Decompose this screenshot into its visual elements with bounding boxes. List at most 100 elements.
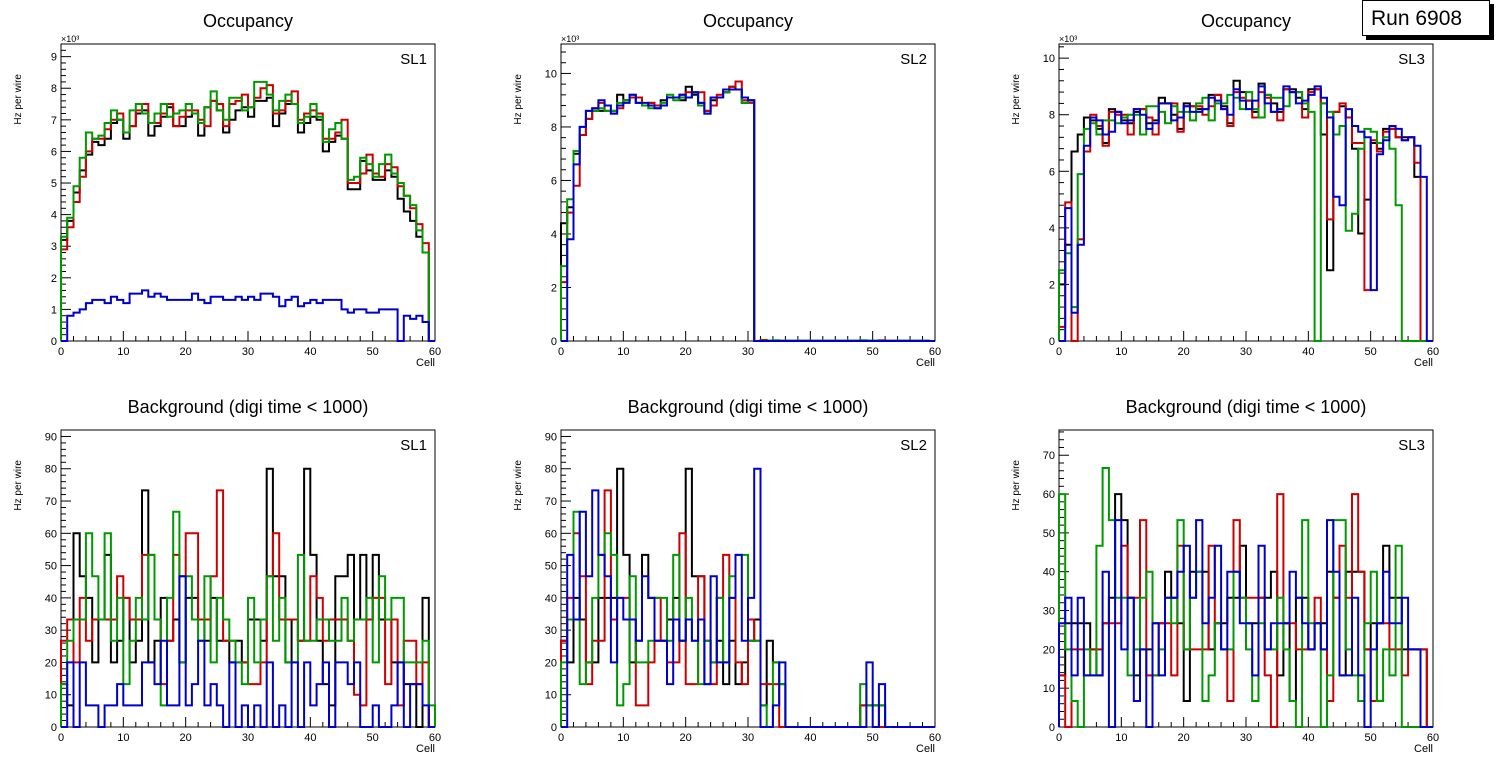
x-tick-label: 30 xyxy=(1240,732,1252,744)
x-tick-label: 30 xyxy=(742,346,754,358)
plot-frame xyxy=(560,43,936,342)
x-axis-label: Cell xyxy=(1414,743,1433,755)
y-tick-label: 6 xyxy=(551,175,557,187)
y-tick-label: 60 xyxy=(545,528,557,540)
y-tick-label: 50 xyxy=(45,561,57,573)
y-tick-label: 2 xyxy=(51,273,57,285)
y-tick-label: 6 xyxy=(1049,166,1055,178)
x-tick-label: 20 xyxy=(1178,346,1190,358)
x-tick-label: 50 xyxy=(1365,346,1377,358)
y-tick-label: 3 xyxy=(51,241,57,253)
y-tick-label: 9 xyxy=(51,52,57,64)
y-tick-label: 4 xyxy=(551,229,557,241)
chart-title: Occupancy xyxy=(703,11,793,31)
x-tick-label: 10 xyxy=(1115,732,1127,744)
series-black-line xyxy=(60,467,435,728)
x-tick-label: 10 xyxy=(1115,346,1127,358)
x-tick-label: 40 xyxy=(804,346,816,358)
x-tick-label: 0 xyxy=(58,346,64,358)
y-axis-label: Hz per wire xyxy=(13,74,24,125)
x-tick-label: 60 xyxy=(929,346,941,358)
series-red-line xyxy=(560,80,935,342)
series-blue-line xyxy=(1059,85,1433,342)
x-tick-label: 0 xyxy=(1056,346,1062,358)
y-axis-label: Hz per wire xyxy=(13,460,24,511)
y-tick-label: 10 xyxy=(1043,683,1055,695)
y-axis-label: Hz per wire xyxy=(1011,460,1022,511)
y-tick-label: 60 xyxy=(45,528,57,540)
x-axis-label: Cell xyxy=(916,357,935,369)
y-tick-label: 6 xyxy=(51,146,57,158)
series-black-line xyxy=(560,85,935,342)
chart-title: Background (digi time < 1000) xyxy=(128,397,369,417)
chart-panel-6: Background (digi time < 1000) 0 10 20 30 40 50… xyxy=(1011,397,1439,755)
x-tick-label: 40 xyxy=(804,732,816,744)
series-green-line xyxy=(60,80,435,342)
y-tick-label: 40 xyxy=(1043,567,1055,579)
series-green-line xyxy=(1058,91,1433,342)
y-axis-label: Hz per wire xyxy=(513,460,524,511)
y-tick-label: 70 xyxy=(1043,450,1055,462)
y-tick-label: 0 xyxy=(1049,722,1055,734)
y-tick-label: 8 xyxy=(51,83,57,95)
x-axis-label: Cell xyxy=(416,743,435,755)
y-tick-label: 30 xyxy=(1043,606,1055,618)
x-tick-label: 0 xyxy=(58,732,64,744)
y-tick-label: 40 xyxy=(45,593,57,605)
y-axis-label: Hz per wire xyxy=(1011,74,1022,125)
x-tick-label: 30 xyxy=(242,346,254,358)
x-tick-label: 60 xyxy=(1427,346,1439,358)
x-tick-label: 50 xyxy=(867,732,879,744)
x-tick-label: 30 xyxy=(742,732,754,744)
series-green-line xyxy=(560,88,935,342)
y-tick-label: 2 xyxy=(551,282,557,294)
series-blue-line xyxy=(61,575,435,728)
y-tick-label: 10 xyxy=(545,68,557,80)
y-tick-label: 0 xyxy=(51,336,57,348)
y-tick-label: 30 xyxy=(545,625,557,637)
y-tick-label: 80 xyxy=(545,464,557,476)
x-tick-label: 50 xyxy=(367,732,379,744)
series-black-line xyxy=(60,96,435,342)
y-tick-label: 50 xyxy=(1043,528,1055,540)
y-exponent-label: ×10³ xyxy=(1059,34,1077,44)
y-tick-label: 70 xyxy=(45,496,57,508)
x-tick-label: 10 xyxy=(117,346,129,358)
y-tick-label: 0 xyxy=(551,722,557,734)
series-blue-line xyxy=(61,289,435,342)
x-tick-label: 20 xyxy=(1178,732,1190,744)
chart-title: Occupancy xyxy=(1201,11,1291,31)
y-tick-label: 60 xyxy=(1043,489,1055,501)
x-tick-label: 0 xyxy=(558,732,564,744)
y-tick-label: 10 xyxy=(1043,53,1055,65)
x-tick-label: 10 xyxy=(617,346,629,358)
y-tick-label: 7 xyxy=(51,115,57,127)
y-tick-label: 10 xyxy=(45,690,57,702)
x-axis-label: Cell xyxy=(416,357,435,369)
y-tick-label: 8 xyxy=(1049,110,1055,122)
chart-panel-4: Background (digi time < 1000) 0 10 20 30 40 50… xyxy=(13,397,441,755)
x-tick-label: 20 xyxy=(180,732,192,744)
chart-panel-5: Background (digi time < 1000) 0 10 20 30 40 50… xyxy=(513,397,941,755)
y-tick-label: 4 xyxy=(1049,223,1055,235)
y-tick-label: 50 xyxy=(545,561,557,573)
x-tick-label: 10 xyxy=(117,732,129,744)
x-tick-label: 50 xyxy=(867,346,879,358)
superlayer-label: SL2 xyxy=(900,51,927,68)
x-tick-label: 10 xyxy=(617,732,629,744)
chart-title: Background (digi time < 1000) xyxy=(628,397,869,417)
x-tick-label: 50 xyxy=(1365,732,1377,744)
y-tick-label: 90 xyxy=(545,431,557,443)
x-tick-label: 40 xyxy=(1302,346,1314,358)
x-tick-label: 20 xyxy=(680,346,692,358)
x-tick-label: 30 xyxy=(1240,346,1252,358)
chart-title: Occupancy xyxy=(203,11,293,31)
y-tick-label: 20 xyxy=(1043,644,1055,656)
x-tick-label: 0 xyxy=(1056,732,1062,744)
series-blue-line xyxy=(1058,519,1433,728)
x-axis-label: Cell xyxy=(1414,357,1433,369)
